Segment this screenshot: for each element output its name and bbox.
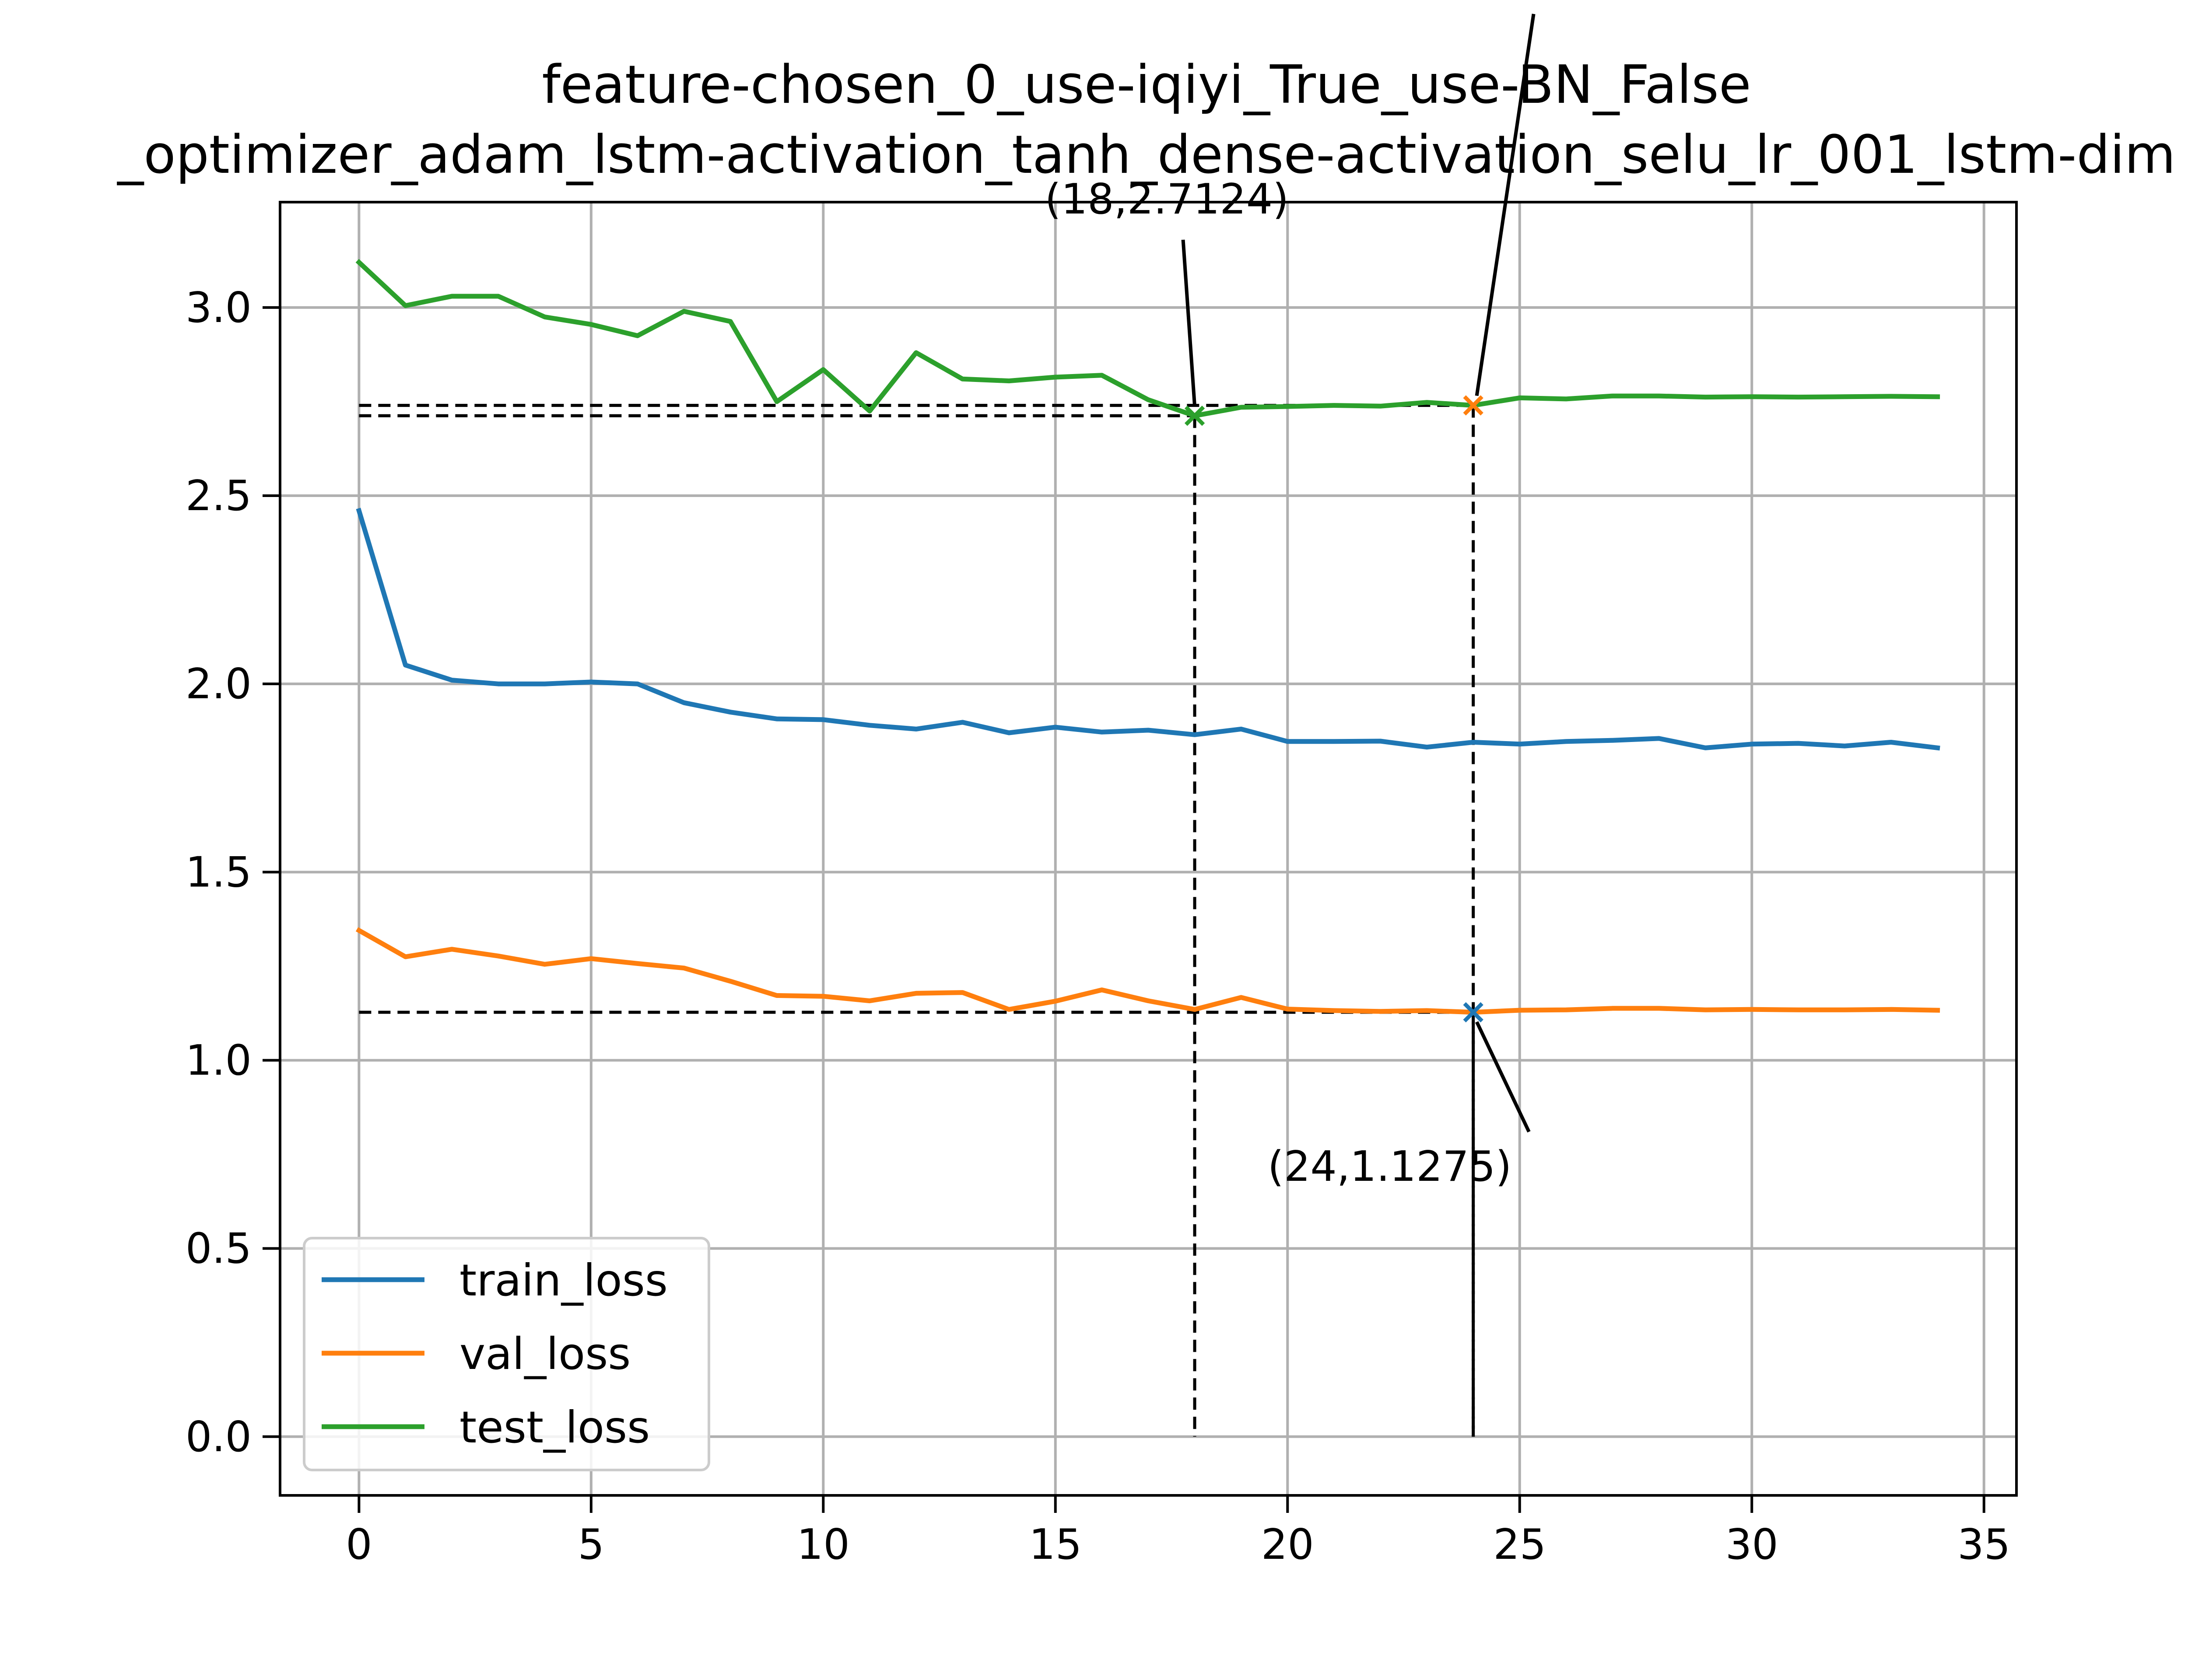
- annotation-arrow-0: [1181, 239, 1197, 406]
- x-tick-label: 5: [578, 1521, 604, 1569]
- series-line-test_loss: [355, 259, 1940, 418]
- chart-title-line-1: feature-chosen_0_use-iqiyi_True_use-BN_F…: [542, 55, 1751, 116]
- y-tick-label: 2.5: [186, 472, 252, 520]
- annotation-label-0: (18,2.7124): [1045, 175, 1289, 224]
- annotation-arrow-2: [1475, 14, 1536, 396]
- legend: train_loss val_loss test_loss: [303, 1237, 710, 1471]
- x-tick-label: 0: [346, 1521, 372, 1569]
- legend-label-test_loss: test_loss: [459, 1402, 650, 1453]
- annotation-marker-1: [1463, 1002, 1483, 1022]
- y-tick-label: 0.0: [186, 1413, 252, 1461]
- axes-frame: [279, 201, 2018, 1497]
- x-tick-label: 35: [1957, 1521, 2010, 1569]
- series-line-val_loss: [355, 927, 1940, 1015]
- y-tick-label: 1.0: [186, 1036, 252, 1085]
- x-tick-label: 10: [797, 1521, 850, 1569]
- x-marker-stroke: [1463, 1002, 1483, 1022]
- annotation-marker-2: [1463, 395, 1483, 416]
- annotation-marker-0: [1184, 406, 1205, 426]
- y-tick-label: 0.5: [186, 1225, 252, 1273]
- chart-title: feature-chosen_0_use-iqiyi_True_use-BN_F…: [116, 55, 2176, 186]
- legend-label-train_loss: train_loss: [459, 1255, 668, 1306]
- x-tick-label: 20: [1261, 1521, 1314, 1569]
- legend-label-val_loss: val_loss: [459, 1328, 631, 1379]
- y-tick-label: 1.5: [186, 848, 252, 896]
- plot-area: 0 5 10 15 20 25 30 35 0.0 0.5 1.0 1.5 2.0 2.5 3.0 (18,2…: [186, 14, 2018, 1569]
- x-marker-stroke: [1463, 395, 1483, 416]
- chart-title-line-2: _optimizer_adam_lstm-activation_tanh_den…: [116, 125, 2176, 186]
- y-tick-label: 3.0: [186, 284, 252, 332]
- x-tick-label: 15: [1029, 1521, 1082, 1569]
- x-tick-label: 25: [1493, 1521, 1546, 1569]
- annotation-arrow-1: [1475, 1021, 1531, 1133]
- annotation-label-1: (24,1.1275): [1268, 1143, 1512, 1191]
- x-marker-stroke: [1184, 406, 1205, 426]
- series-line-train_loss: [356, 508, 1940, 751]
- y-tick-label: 2.0: [186, 660, 252, 708]
- x-tick-label: 30: [1725, 1521, 1778, 1569]
- legend-frame: [303, 1237, 710, 1471]
